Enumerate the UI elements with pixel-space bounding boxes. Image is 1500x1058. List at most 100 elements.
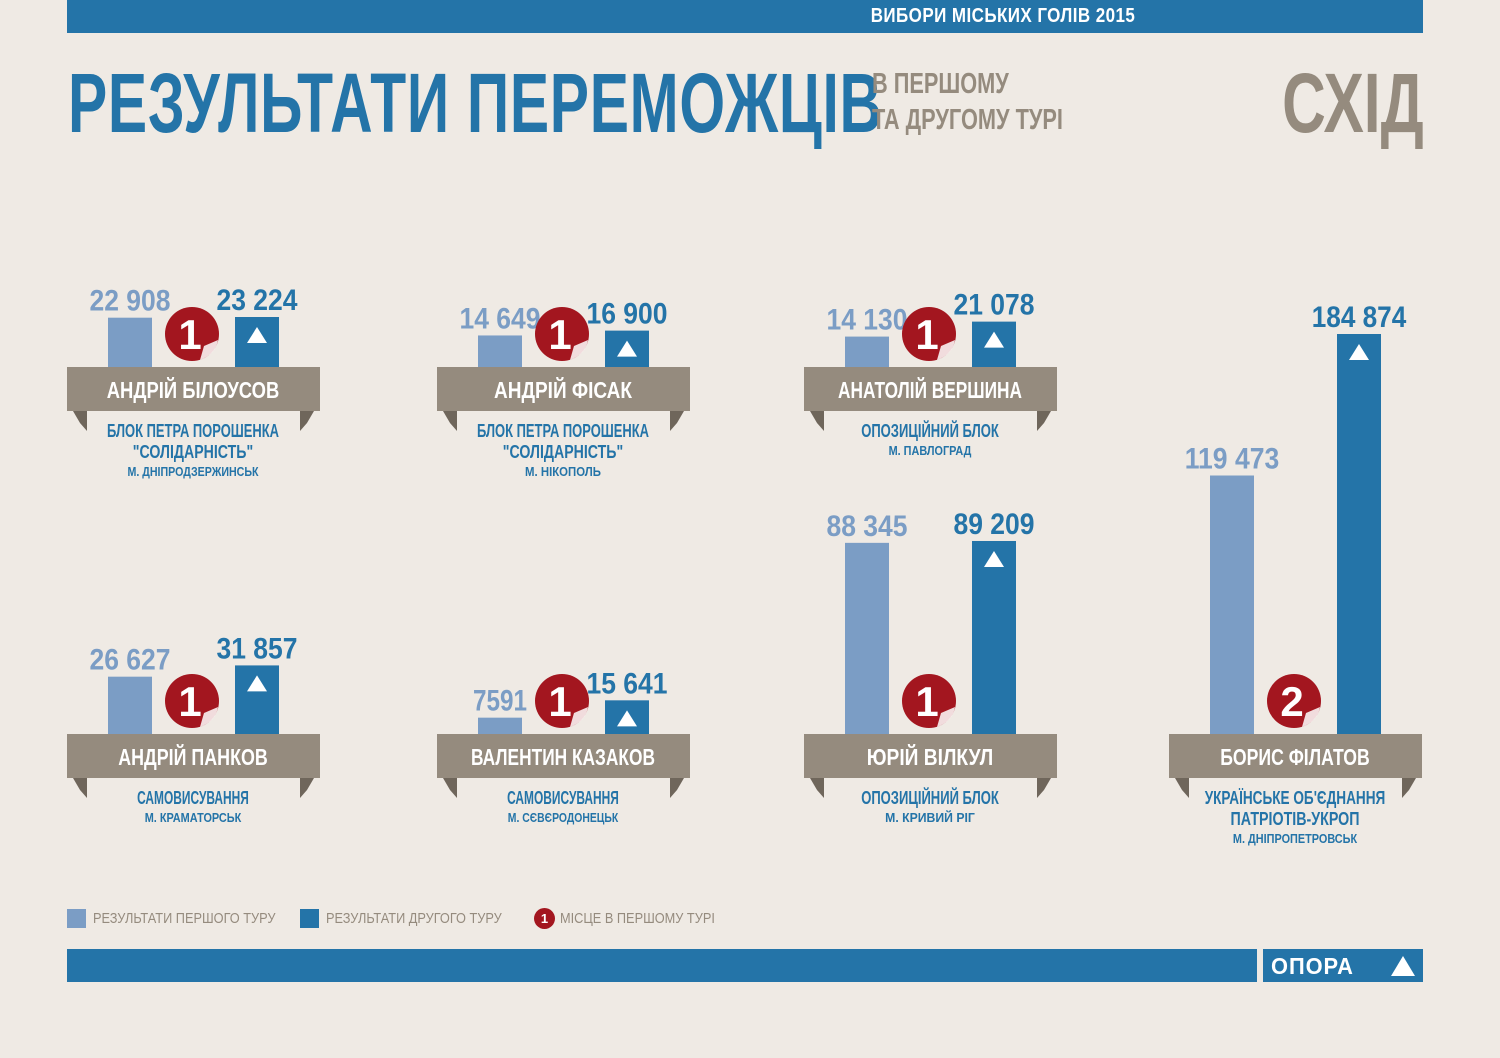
place-number: 1 [548,311,571,358]
value-label-first-round: 22 908 [90,285,171,318]
badge-curl [1302,707,1320,727]
bar-first-round [1210,475,1254,734]
party-name: САМОВИСУВАННЯ [137,788,249,808]
ribbon-tail-left [73,411,87,431]
ribbon-tail-right [1402,778,1416,798]
party-name: БЛОК ПЕТРА ПОРОШЕНКА [107,421,279,441]
ribbon-tail-right [1037,778,1051,798]
legend-place-badge: 1 [534,908,555,929]
name-ribbon [804,367,1057,411]
party-name: БЛОК ПЕТРА ПОРОШЕНКА [477,421,649,441]
party-name: "СОЛІДАРНІСТЬ" [503,442,623,462]
up-arrow-icon [617,340,637,357]
up-arrow-icon [1349,344,1369,360]
city-name: М. ПАВЛОГРАД [889,443,972,458]
page-title: РЕЗУЛЬТАТИ ПЕРЕМОЖЦІВ [68,56,883,150]
logo-text: ОПОРА [1271,953,1354,979]
bar-first-round [478,335,522,367]
badge-curl [570,707,588,727]
legend-swatch-second-round [300,909,319,928]
value-label-second-round: 31 857 [217,632,298,665]
up-arrow-icon [247,675,267,692]
legend-swatch-first-round [67,909,86,928]
ribbon-tail-left [810,411,824,431]
bar-second-round [972,540,1016,734]
up-arrow-icon [247,327,267,343]
candidate-panel: 7591 15 641 1 ВАЛЕНТИН КАЗАКОВ САМОВИСУВАННЯ… [437,667,690,825]
bar-first-round [845,542,889,734]
value-label-first-round: 7591 [473,685,527,718]
ribbon-tail-right [1037,411,1051,431]
ribbon-tail-left [1175,778,1189,798]
bar-first-round [108,676,152,734]
candidate-panel: 119 473 184 874 2 БОРИС ФІЛАТОВ УКРАЇНСЬКЕ О… [1169,301,1422,846]
ribbon-tail-left [443,778,457,798]
candidate-panel: 88 345 89 209 1 ЮРІЙ ВІЛКУЛ ОПОЗИЦІЙНИЙ БЛОК… [804,508,1057,825]
place-number: 1 [178,311,201,358]
opora-logo: ОПОРА [1263,949,1423,982]
region-label: СХІД [1282,56,1424,150]
subtitle-line-1: В ПЕРШОМУ [872,68,1009,100]
party-name: ОПОЗИЦІЙНИЙ БЛОК [861,420,999,441]
party-name: ПАТРІОТІВ-УКРОП [1231,809,1360,829]
badge-curl [937,707,955,727]
ribbon-tail-left [443,411,457,431]
city-name: М. СЄВЄРОДОНЕЦЬК [508,810,618,825]
city-name: М. НІКОПОЛЬ [525,464,601,479]
candidate-name: ЮРІЙ ВІЛКУЛ [867,743,994,770]
party-name: ОПОЗИЦІЙНИЙ БЛОК [861,787,999,808]
bar-first-round [108,317,152,367]
badge-curl [200,707,218,727]
ribbon-tail-left [810,778,824,798]
legend-label-first-round: РЕЗУЛЬТАТИ ПЕРШОГО ТУРУ [93,910,276,927]
ribbon-tail-right [300,411,314,431]
badge-curl [200,340,218,360]
ribbon-tail-right [670,778,684,798]
candidate-name: АНАТОЛІЙ ВЕРШИНА [838,376,1022,403]
candidate-panel: 26 627 31 857 1 АНДРІЙ ПАНКОВ САМОВИСУВАННЯ М… [67,632,320,825]
name-ribbon [67,734,320,778]
value-label-second-round: 15 641 [587,667,668,700]
party-name: САМОВИСУВАННЯ [507,788,619,808]
value-label-second-round: 23 224 [217,284,298,317]
badge-curl [937,340,955,360]
city-name: М. КРИВИЙ РІГ [885,810,975,825]
logo-triangle-icon [1391,956,1415,976]
page-subtitle: В ПЕРШОМУ ТА ДРУГОМУ ТУРІ [872,66,1063,138]
value-label-first-round: 119 473 [1185,443,1280,476]
candidate-name: АНДРІЙ ФІСАК [494,376,633,403]
up-arrow-icon [984,331,1004,348]
candidate-panel: 14 649 16 900 1 АНДРІЙ ФІСАК БЛОК ПЕТРА ПОРО… [437,298,690,479]
ribbon-tail-right [300,778,314,798]
bar-second-round [1337,334,1381,734]
value-label-second-round: 184 874 [1312,301,1407,334]
value-label-first-round: 88 345 [827,510,908,543]
subtitle-line-2: ТА ДРУГОМУ ТУРІ [872,104,1063,136]
value-label-second-round: 89 209 [954,508,1035,541]
party-name: УКРАЇНСЬКЕ ОБ'ЄДНАННЯ [1205,788,1386,808]
top-banner-label: ВИБОРИ МІСЬКИХ ГОЛІВ 2015 [870,5,1135,27]
name-ribbon [804,734,1057,778]
value-label-second-round: 16 900 [587,298,668,331]
bar-first-round [845,336,889,367]
up-arrow-icon [984,550,1004,567]
value-label-first-round: 14 649 [460,302,541,335]
legend-label-place: МІСЦЕ В ПЕРШОМУ ТУРІ [560,910,715,927]
name-ribbon [437,367,690,411]
place-number: 2 [1280,678,1303,725]
name-ribbon [67,367,320,411]
place-number: 1 [915,311,938,358]
candidate-name: АНДРІЙ ПАНКОВ [118,743,268,770]
value-label-second-round: 21 078 [954,289,1035,322]
candidate-name: АНДРІЙ БІЛОУСОВ [107,376,280,403]
place-number: 1 [915,678,938,725]
value-label-first-round: 26 627 [90,644,171,677]
party-name: "СОЛІДАРНІСТЬ" [133,442,253,462]
place-number: 1 [548,678,571,725]
ribbon-tail-left [73,778,87,798]
up-arrow-icon [617,710,637,727]
city-name: М. КРАМАТОРСЬК [145,810,242,825]
candidate-name: ВАЛЕНТИН КАЗАКОВ [471,744,655,770]
name-ribbon [1169,734,1422,778]
